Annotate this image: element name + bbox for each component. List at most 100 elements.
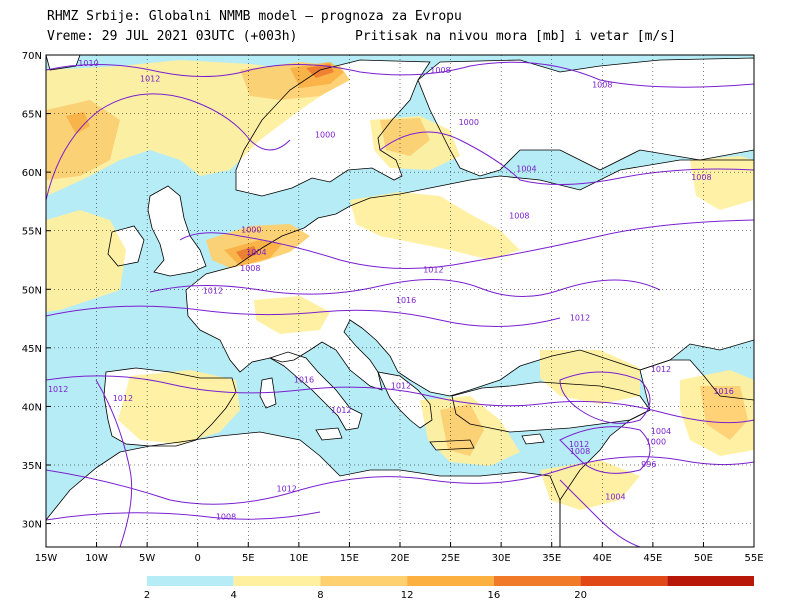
legend-label: 8: [317, 590, 323, 600]
isobar-label: 1004: [516, 165, 536, 174]
isobar-label: 1012: [391, 381, 411, 390]
isobar-label: 1008: [570, 447, 590, 456]
latitude-axis: 70N 65N 60N 55N 50N 45N 40N 35N 30N: [22, 51, 51, 531]
coastline: [46, 431, 561, 547]
land-sicily: [316, 428, 342, 440]
isobar-label: 1000: [315, 131, 335, 140]
coastline: [147, 185, 207, 277]
isobar-label: 1016: [294, 375, 314, 384]
wind-field-8-12: [700, 386, 748, 440]
isobar-label: 1012: [570, 313, 590, 322]
coastline: [417, 57, 754, 177]
lon-tick-label: 15E: [340, 553, 359, 564]
isobar-line: [46, 93, 291, 201]
coastline: [103, 367, 237, 447]
legend-swatch: [407, 576, 494, 586]
lon-tick-label: 35E: [542, 553, 561, 564]
lon-tick-label: 10W: [85, 553, 108, 564]
isobar-label: 1012: [113, 394, 133, 403]
isobar-label: 1008: [509, 211, 529, 220]
coastline: [315, 427, 343, 441]
coastlines-and-borders: [46, 55, 754, 547]
legend-swatch: [493, 576, 581, 586]
lon-tick-label: 25E: [441, 553, 460, 564]
isobar-label: 1016: [396, 296, 416, 305]
isobar-label: 1004: [605, 493, 625, 502]
isobar-label: 1016: [713, 387, 733, 396]
lat-tick-label: 50N: [22, 285, 42, 296]
wind-field-4-8: [540, 350, 640, 404]
legend-label: 16: [487, 590, 500, 600]
isobar-label: 996: [641, 460, 656, 469]
legend-label: 12: [401, 590, 414, 600]
wind-field-4-8: [540, 460, 640, 510]
lat-tick-label: 55N: [22, 227, 42, 238]
isobar-line: [46, 61, 754, 88]
isobar-line: [46, 511, 321, 521]
isobar-line: [179, 219, 754, 269]
lat-tick-label: 30N: [22, 520, 42, 531]
isobar-label: 1012: [423, 265, 443, 274]
isobar-label: 1012: [651, 365, 671, 374]
coastline: [377, 371, 433, 429]
lat-tick-label: 40N: [22, 402, 42, 413]
lat-tick-label: 45N: [22, 344, 42, 355]
lon-tick-label: 30E: [492, 553, 511, 564]
coastline: [185, 159, 754, 397]
isobar-label: 1012: [48, 385, 68, 394]
legend-swatch: [667, 576, 754, 586]
legend-label: 4: [231, 590, 237, 600]
isobar-label: 1008: [592, 80, 612, 89]
legend-swatch: [320, 576, 408, 586]
isobar-label: 1012: [277, 484, 297, 493]
map-subtitle: Pritisak na nivou mora [mb] i vetar [m/s…: [355, 29, 676, 44]
isobar-label: 1012: [569, 440, 589, 449]
lon-tick-label: 40E: [593, 553, 612, 564]
legend-label: 2: [144, 590, 150, 600]
land-cyprus: [522, 434, 544, 444]
forecast-time: Vreme: 29 JUL 2021 03UTC (+003h): [47, 29, 298, 44]
isobar-line: [379, 131, 754, 186]
isobar-line: [46, 375, 754, 424]
isobar-line: [559, 479, 641, 547]
isobar-label: 1000: [459, 118, 479, 127]
coastline: [269, 351, 363, 431]
longitude-axis: 15W 10W 5W 0 5E 10E 15E 20E 25E 30E 35E 40E 45E 50E 55…: [35, 542, 764, 564]
isobar-label: 1000: [241, 226, 261, 235]
land-greece: [378, 372, 432, 428]
map-title: RHMZ Srbije: Globalni NMMB model — progn…: [47, 9, 462, 24]
wind-field-4-8: [118, 370, 240, 444]
lon-tick-label: 5W: [139, 553, 155, 564]
wind-field-4-8: [254, 296, 330, 334]
isobar-label: 1008: [240, 264, 260, 273]
isobar-label: 1008: [430, 66, 450, 75]
coastline: [46, 55, 81, 71]
lon-tick-label: 45E: [643, 553, 662, 564]
lat-tick-label: 65N: [22, 110, 42, 121]
lat-tick-label: 70N: [22, 51, 42, 62]
isobar-line: [46, 456, 754, 505]
isobar-label: 1012: [140, 74, 160, 83]
coastline: [259, 377, 277, 409]
land-scandinavia: [236, 60, 430, 196]
isobar-label: 1012: [203, 286, 223, 295]
legend-swatch: [147, 576, 234, 586]
isobar-line: [95, 379, 133, 547]
isobar-label: 1008: [691, 173, 711, 182]
isobar-line: [559, 371, 651, 424]
lat-tick-label: 35N: [22, 461, 42, 472]
isobar-label: 1000: [646, 438, 666, 447]
wind-field-16-20: [236, 246, 258, 260]
isobar-label: 1008: [216, 513, 236, 522]
coastline: [521, 433, 545, 445]
lon-tick-label: 50E: [694, 553, 713, 564]
land-italy: [270, 352, 362, 430]
lon-tick-label: 0: [195, 553, 201, 564]
isobar-line: [559, 426, 651, 474]
legend-label: 20: [574, 590, 587, 600]
coastline: [235, 59, 431, 197]
wind-speed-legend: 2 4 8 12 16 20: [144, 576, 754, 600]
legend-swatch: [580, 576, 668, 586]
coastline: [107, 225, 145, 267]
isobar-label: 1004: [651, 427, 671, 436]
